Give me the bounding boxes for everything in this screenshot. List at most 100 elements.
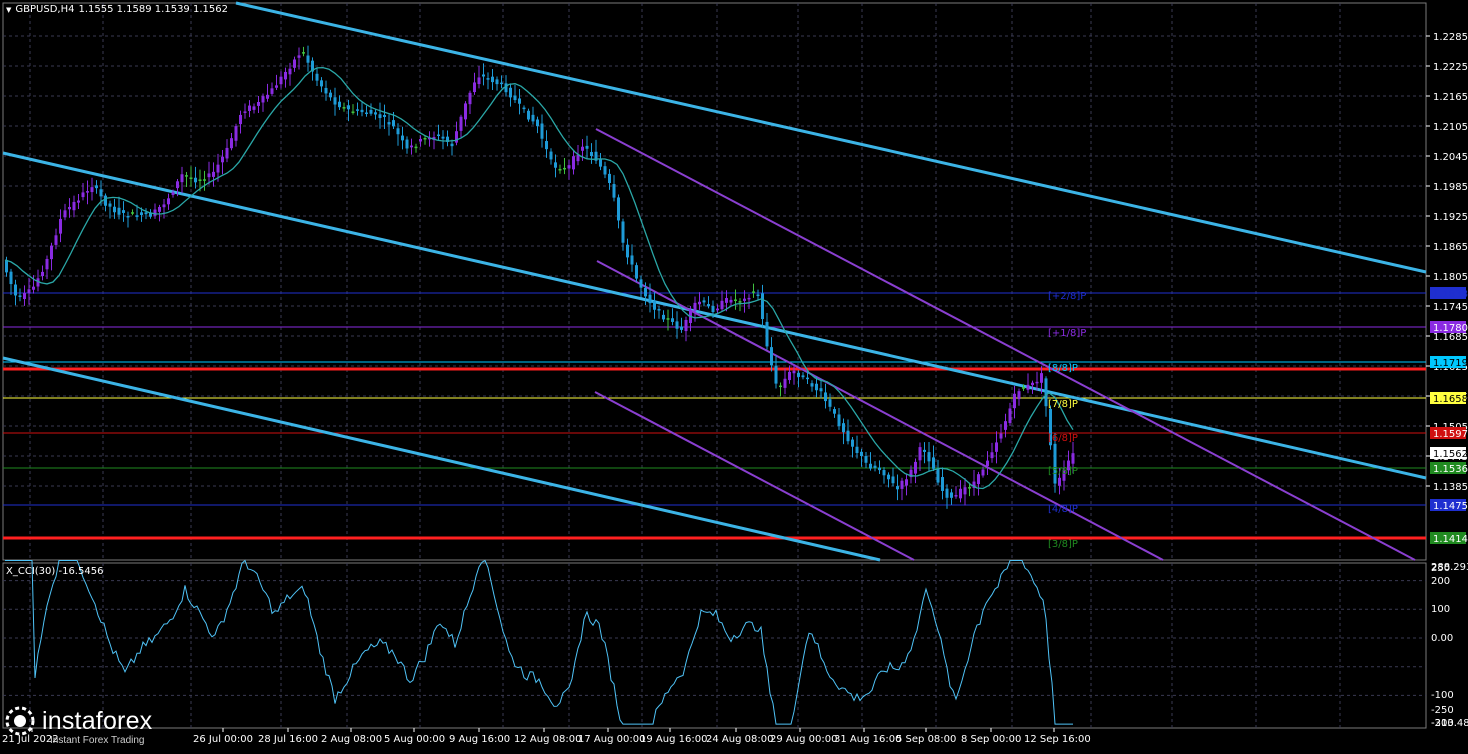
- candle-body: [815, 383, 818, 391]
- candle-body: [167, 198, 170, 205]
- candle-body: [185, 175, 188, 177]
- candle-body: [221, 156, 224, 163]
- candle-body: [149, 212, 152, 217]
- candle-body: [122, 210, 125, 213]
- candle-body: [927, 452, 931, 462]
- price-axis-label: 1.1925: [1433, 212, 1468, 223]
- candle-body: [108, 203, 112, 207]
- candle-body: [563, 167, 566, 170]
- candle-body: [338, 101, 341, 108]
- candle-body: [828, 399, 832, 407]
- price-marker-bg: [1430, 392, 1466, 404]
- candle-body: [464, 103, 467, 120]
- candle-body: [270, 88, 274, 94]
- candle-body: [945, 488, 949, 498]
- time-axis-label: 21 Jul 2022: [2, 734, 59, 745]
- candle-body: [297, 55, 301, 58]
- price-axis-label: 1.2225: [1433, 62, 1468, 73]
- candle-body: [869, 463, 872, 469]
- candle-body: [50, 245, 53, 260]
- candle-body: [446, 136, 449, 142]
- logo-name: instaforex: [42, 706, 153, 735]
- candle-body: [410, 145, 413, 148]
- candle-body: [1004, 421, 1007, 430]
- candle-body: [401, 135, 404, 141]
- candle-body: [356, 109, 359, 111]
- cci-axis: 288.2933250 200 100 0.00 -100 -200 -250 -313.48…: [1431, 562, 1468, 729]
- time-axis-label: 19 Aug 16:00: [640, 734, 707, 745]
- candle-body: [374, 112, 377, 115]
- candle-body: [581, 146, 584, 151]
- price-axis-label: 1.1985: [1433, 182, 1468, 193]
- candle-body: [369, 109, 373, 114]
- candle-body: [257, 102, 260, 106]
- candle-body: [693, 302, 697, 311]
- candle-body: [779, 385, 782, 388]
- candle-body: [1008, 408, 1012, 424]
- candle-body: [473, 82, 476, 93]
- candle-body: [41, 271, 44, 277]
- time-axis-label: 28 Jul 16:00: [258, 734, 318, 745]
- candle-body: [995, 442, 998, 452]
- cci-line: [5, 559, 1073, 725]
- candle-body: [441, 136, 445, 139]
- candle-body: [792, 370, 796, 374]
- price-marker-bg: [1430, 427, 1466, 439]
- murrey-label: [8/8]P: [1048, 363, 1078, 374]
- candle-body: [104, 195, 107, 206]
- candle-body: [819, 388, 823, 392]
- chart-header: ▼ GBPUSD,H4 1.1555 1.1589 1.1539 1.1562: [6, 4, 228, 15]
- candle-body: [630, 255, 634, 265]
- price-axis-label: 1.1685: [1433, 332, 1468, 343]
- price-marker-label: 1.1597: [1433, 429, 1468, 440]
- candle-body: [648, 294, 652, 304]
- candle-body: [324, 87, 328, 94]
- candle-body: [1031, 382, 1034, 386]
- dropdown-triangle-icon[interactable]: ▼: [6, 5, 12, 14]
- candle-body: [657, 309, 661, 311]
- candle-body: [126, 215, 130, 218]
- candle-body: [396, 128, 400, 135]
- candle-body: [180, 174, 184, 183]
- candle-body: [554, 162, 557, 168]
- time-axis-label: 2 Aug 08:00: [321, 734, 382, 745]
- channel-lines: [2, 1, 1427, 562]
- candle-body: [761, 293, 764, 320]
- price-marker-bg: [1430, 356, 1466, 368]
- candle-body: [153, 209, 157, 216]
- candle-body: [531, 114, 535, 122]
- murrey-labels: [+2/8]P [+1/8]P [8/8]P [7/8]P [6/8]P [5/8]P [4…: [1048, 291, 1086, 550]
- candle-body: [864, 456, 868, 463]
- price-axis: 1.2285 1.2225 1.2165 1.2105 1.2045 1.1985 1.19…: [1426, 32, 1468, 493]
- candle-body: [302, 52, 305, 54]
- candle-body: [756, 294, 760, 297]
- candle-body: [491, 76, 494, 83]
- candle-body: [1040, 373, 1043, 383]
- candle-body: [81, 192, 85, 198]
- candle-body: [905, 479, 908, 486]
- candle-body: [743, 298, 746, 301]
- price-marker-label: 1.1780: [1433, 323, 1468, 334]
- candle-body: [824, 392, 827, 402]
- cci-indicator-label: X_CCI(30) -16.5456: [6, 566, 104, 577]
- candle-body: [936, 468, 940, 483]
- candle-body: [45, 258, 49, 270]
- candle-body: [162, 204, 166, 208]
- candle-body: [860, 451, 863, 457]
- candle-body: [513, 95, 517, 101]
- candle-body: [941, 477, 944, 491]
- candle-body: [360, 109, 364, 113]
- candle-body: [176, 181, 179, 189]
- candle-body: [279, 76, 283, 85]
- candle-body: [482, 74, 485, 77]
- candle-body: [536, 119, 539, 127]
- main-price-panel: [2, 2, 1427, 561]
- candle-body: [1067, 460, 1070, 471]
- price-axis-label: 1.1805: [1433, 272, 1468, 283]
- murrey-label: [5/8]P: [1048, 466, 1078, 477]
- cci-axis-label: -313.482: [1431, 718, 1468, 729]
- candle-body: [23, 292, 26, 300]
- candle-body: [234, 126, 238, 141]
